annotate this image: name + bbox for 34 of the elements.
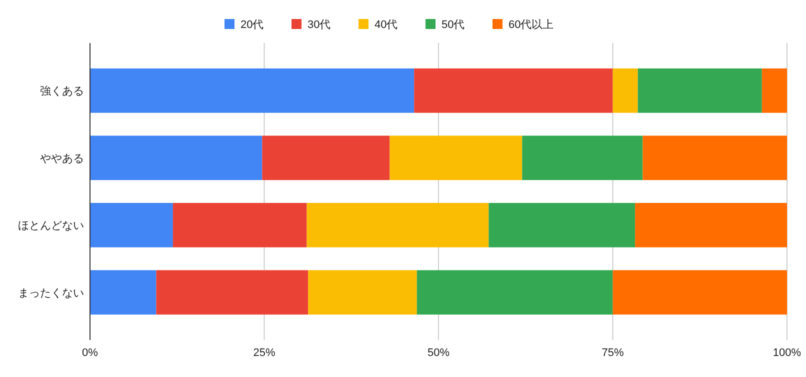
x-tick-label: 0% [82,347,98,359]
bar [762,68,787,113]
bar [488,202,636,248]
legend-label: 60代以上 [508,18,554,31]
bar [638,68,762,113]
bar [90,202,173,248]
x-tick-label: 50% [427,347,450,359]
bar [90,136,262,180]
legend-label: 20代 [240,19,264,31]
x-tick-label: 75% [602,347,624,359]
y-tick-label: ほとんどない [18,220,84,232]
bar [522,136,643,180]
bar [414,68,613,113]
bar [308,270,417,315]
y-tick-label: 強くある [40,86,84,98]
bar [90,270,156,315]
bar [90,68,414,113]
y-tick-label: まったくない [18,287,84,300]
x-tick-label: 25% [253,347,276,359]
bar [642,136,787,180]
legend-label: 50代 [442,19,465,31]
bar [612,68,638,113]
x-tick-label: 100% [772,347,802,359]
bar [262,136,390,180]
bar [390,136,522,180]
bar [612,270,787,315]
bar [172,202,307,248]
legend-label: 30代 [308,19,331,31]
bar [635,202,787,248]
bar [306,202,489,248]
bar [156,270,308,315]
y-tick-label: ややある [40,152,84,165]
bar [416,270,613,315]
legend-label: 40代 [374,19,398,31]
